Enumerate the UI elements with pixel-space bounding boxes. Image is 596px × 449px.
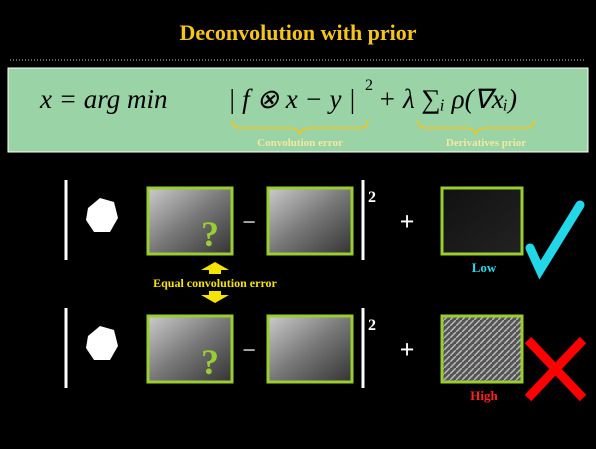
eq-term2: + λ ∑ᵢ ρ(∇xᵢ) — [378, 84, 517, 114]
eq-term1: | f ⊗ x − y | — [228, 84, 356, 114]
plus: + — [400, 207, 415, 236]
minus: − — [242, 210, 256, 236]
image — [442, 316, 522, 382]
result-label: High — [470, 388, 498, 403]
slide-title: Deconvolution with prior — [179, 20, 416, 45]
result-label: Low — [472, 260, 497, 275]
middle-label: Equal convolution error — [153, 276, 277, 290]
image — [148, 316, 232, 382]
eq-label: Derivatives prior — [446, 137, 526, 149]
eq-exponent: 2 — [365, 77, 373, 94]
exponent: 2 — [368, 189, 376, 206]
image — [148, 188, 232, 254]
eq-lhs: x = arg min — [39, 84, 167, 114]
slide: Deconvolution with prior x = arg min | f… — [0, 0, 596, 449]
exponent: 2 — [368, 317, 376, 334]
image — [442, 188, 522, 254]
question-mark: ? — [201, 342, 219, 382]
image — [268, 188, 352, 254]
minus: − — [242, 338, 256, 364]
plus: + — [400, 335, 415, 364]
question-mark: ? — [201, 214, 219, 254]
eq-label: Convolution error — [257, 137, 343, 149]
image — [268, 316, 352, 382]
